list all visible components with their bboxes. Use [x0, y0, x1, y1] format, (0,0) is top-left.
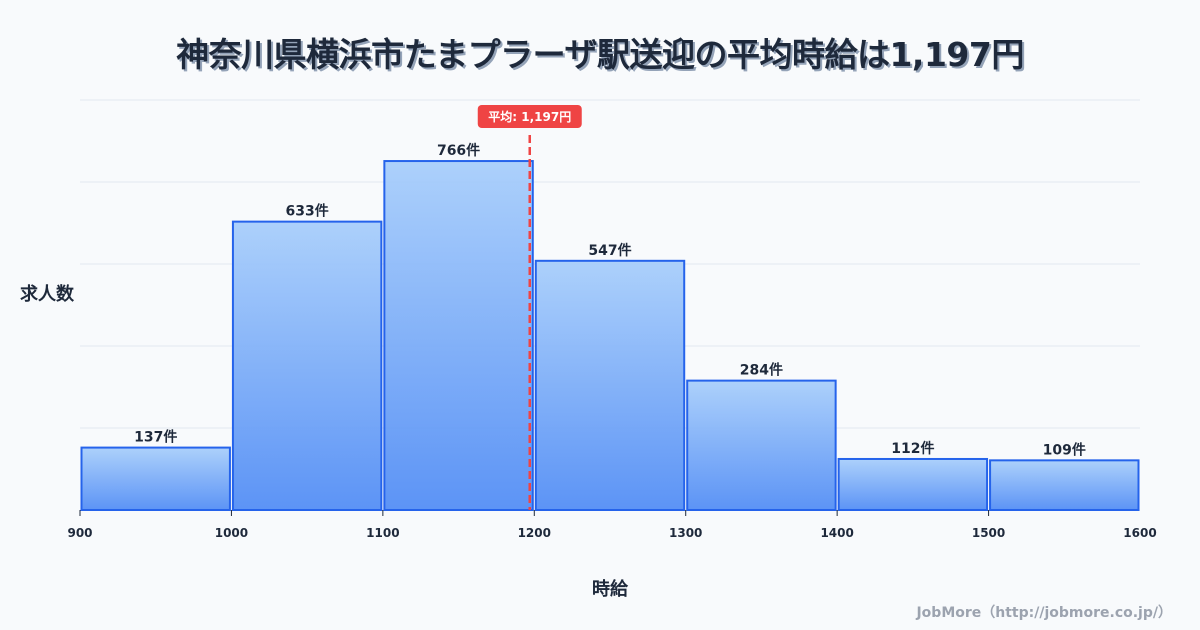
x-tick-label: 1200 [518, 526, 551, 540]
histogram-bar[interactable] [686, 379, 837, 511]
bar-value-label: 547件 [588, 242, 631, 259]
bar-value-label: 284件 [740, 362, 783, 379]
bars-group: 137件 633件 766件 547件 284件 112件 109件 [80, 142, 1140, 512]
bar-value-label: 766件 [437, 142, 480, 159]
x-tick-label: 1100 [366, 526, 399, 540]
x-tick-label: 1600 [1123, 526, 1156, 540]
average-marker: 平均: 1,197円 [477, 105, 582, 510]
histogram-bar[interactable] [989, 459, 1140, 512]
histogram-bar[interactable] [80, 446, 231, 512]
x-tick-label: 1500 [972, 526, 1005, 540]
x-axis-label: 時給 [592, 579, 628, 600]
x-axis: 900 1000 1100 1200 1300 1400 1500 1600 [67, 510, 1157, 540]
chart-title: 神奈川県横浜市たまプラーザ駅送迎の平均時給は1,197円 [176, 35, 1024, 74]
bar-value-label: 112件 [891, 440, 934, 457]
source-credit: JobMore（http://jobmore.co.jp/） [916, 605, 1172, 621]
bar-value-label: 109件 [1043, 441, 1086, 458]
histogram-bar[interactable] [383, 160, 534, 512]
histogram-bar[interactable] [231, 220, 383, 511]
average-badge-text: 平均: 1,197円 [488, 109, 571, 124]
x-tick-label: 1000 [215, 526, 248, 540]
bar-value-label: 633件 [286, 203, 329, 220]
histogram-bar[interactable] [534, 259, 686, 511]
x-tick-label: 1400 [820, 526, 853, 540]
average-badge [477, 105, 582, 128]
x-tick-label: 1300 [669, 526, 702, 540]
histogram-bar[interactable] [837, 457, 989, 512]
x-tick-label: 900 [67, 526, 92, 540]
y-axis-label: 求人数 [20, 284, 74, 305]
bar-value-label: 137件 [134, 429, 177, 446]
